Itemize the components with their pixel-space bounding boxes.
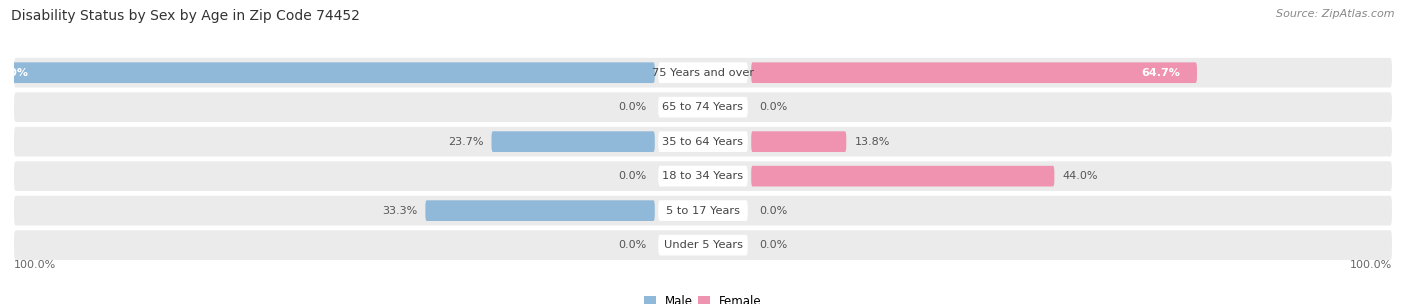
Text: 0.0%: 0.0% [619,102,647,112]
Text: 35 to 64 Years: 35 to 64 Years [662,137,744,147]
Text: 100.0%: 100.0% [0,68,30,78]
Text: 0.0%: 0.0% [619,171,647,181]
FancyBboxPatch shape [751,166,1054,186]
Text: 0.0%: 0.0% [619,240,647,250]
FancyBboxPatch shape [0,62,655,83]
FancyBboxPatch shape [658,166,748,186]
FancyBboxPatch shape [658,235,748,255]
FancyBboxPatch shape [658,62,748,83]
Text: 0.0%: 0.0% [759,240,787,250]
FancyBboxPatch shape [658,131,748,152]
Text: Source: ZipAtlas.com: Source: ZipAtlas.com [1277,9,1395,19]
Legend: Male, Female: Male, Female [640,290,766,304]
FancyBboxPatch shape [14,161,1392,191]
Text: 65 to 74 Years: 65 to 74 Years [662,102,744,112]
Text: 100.0%: 100.0% [14,260,56,270]
Text: 5 to 17 Years: 5 to 17 Years [666,206,740,216]
FancyBboxPatch shape [658,200,748,221]
Text: 23.7%: 23.7% [447,137,484,147]
FancyBboxPatch shape [426,200,655,221]
FancyBboxPatch shape [751,131,846,152]
FancyBboxPatch shape [14,127,1392,157]
Text: 13.8%: 13.8% [855,137,890,147]
FancyBboxPatch shape [751,62,1197,83]
FancyBboxPatch shape [14,58,1392,88]
Text: 75 Years and over: 75 Years and over [652,68,754,78]
Text: 0.0%: 0.0% [759,102,787,112]
FancyBboxPatch shape [14,92,1392,122]
FancyBboxPatch shape [492,131,655,152]
FancyBboxPatch shape [14,230,1392,260]
Text: Under 5 Years: Under 5 Years [664,240,742,250]
FancyBboxPatch shape [658,97,748,118]
Text: 33.3%: 33.3% [382,206,418,216]
Text: 100.0%: 100.0% [1350,260,1392,270]
FancyBboxPatch shape [14,196,1392,226]
Text: 0.0%: 0.0% [759,206,787,216]
Text: 64.7%: 64.7% [1140,68,1180,78]
Text: 18 to 34 Years: 18 to 34 Years [662,171,744,181]
Text: Disability Status by Sex by Age in Zip Code 74452: Disability Status by Sex by Age in Zip C… [11,9,360,23]
Text: 44.0%: 44.0% [1063,171,1098,181]
